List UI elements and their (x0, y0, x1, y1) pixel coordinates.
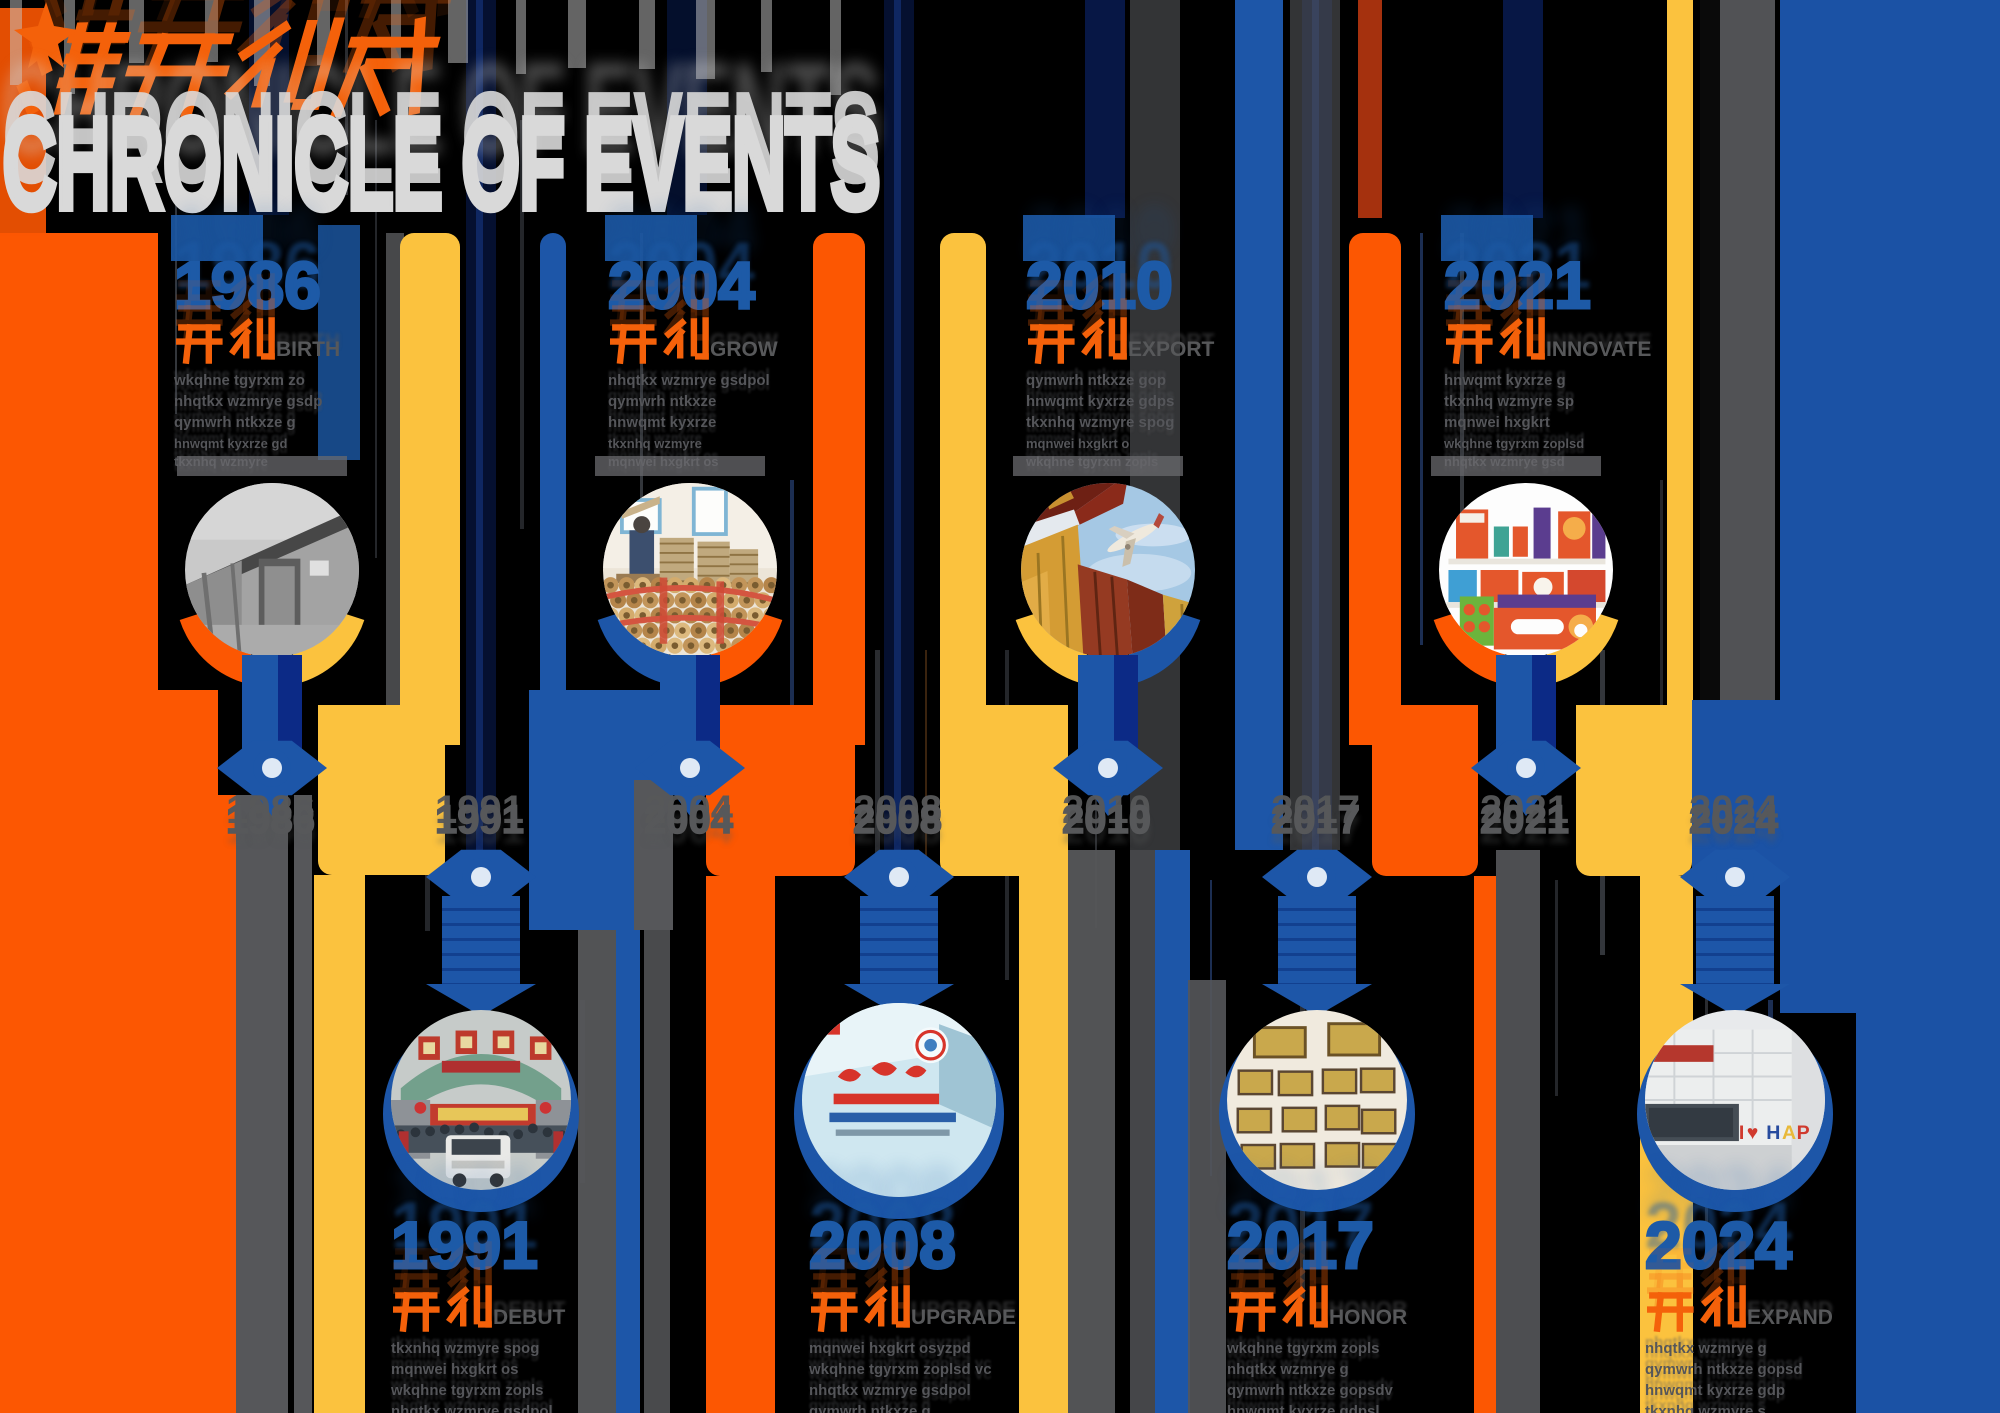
svg-text:H: H (1766, 1122, 1780, 1144)
svg-text:P: P (1797, 1122, 1810, 1144)
svg-text:A: A (1782, 1122, 1796, 1144)
svg-text:I: I (1739, 1122, 1744, 1144)
svg-text:♥: ♥ (1747, 1122, 1759, 1144)
